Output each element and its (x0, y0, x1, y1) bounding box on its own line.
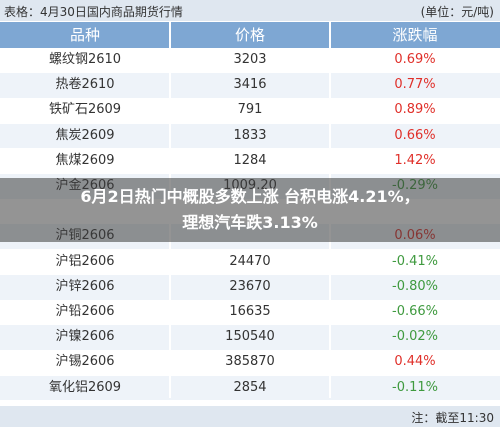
change: 0.89% (394, 102, 436, 118)
change: 0.66% (394, 127, 436, 143)
change: 0.69% (394, 52, 436, 67)
table-row: 沪锌2606 23670 -0.80% (0, 274, 500, 300)
table-row: 沪铅2606 16635 -0.66% (0, 300, 500, 325)
commodity: 沪锡2606 (55, 354, 115, 370)
price: 16635 (229, 304, 271, 319)
commodity: 沪镍2606 (55, 329, 115, 345)
column-header: 品种 (69, 26, 100, 44)
footer-bar: 注：截至11:30 (0, 406, 500, 427)
table-row: 热卷2610 3416 0.77% (0, 73, 500, 98)
title-bar: 表格：4月30日国内商品期货行情 (单位：元/吨) (0, 0, 500, 21)
price: 1284 (233, 152, 267, 168)
headline-band: 6月2日热门中概股多数上涨 台积电涨4.21%，理想汽车跌3.13% (0, 178, 500, 242)
table-row: 沪镍2606 150540 -0.02% (0, 325, 500, 350)
price: 3203 (233, 52, 267, 67)
price: 150540 (225, 329, 275, 345)
commodity: 氧化铝2609 (48, 379, 122, 395)
headline: 6月2日热门中概股多数上涨 台积电涨4.21%，理想汽车跌3.13% (80, 187, 420, 232)
table-row: 沪铝2606 24470 -0.41% (0, 249, 500, 275)
title: 表格：4月30日国内商品期货行情 (4, 5, 183, 19)
price: 1833 (233, 127, 267, 143)
commodity: 沪铅2606 (55, 304, 115, 319)
table-row: 焦炭2609 1833 0.66% (0, 123, 500, 149)
table-row: 沪锡2606 385870 0.44% (0, 350, 500, 376)
table-row: 铁矿石2609 791 0.89% (0, 98, 500, 124)
commodity: 焦煤2609 (55, 152, 115, 168)
change: 1.42% (394, 152, 436, 168)
column-header: 涨跌幅 (392, 26, 438, 44)
commodity: 热卷2610 (55, 77, 115, 93)
table-row: 螺纹钢2610 3203 0.69% (0, 48, 500, 73)
commodity: 螺纹钢2610 (48, 52, 122, 67)
commodity: 沪铝2606 (55, 253, 115, 269)
change: -0.66% (392, 304, 438, 319)
column-header: 价格 (234, 26, 265, 44)
change: -0.80% (392, 278, 438, 294)
commodity: 焦炭2609 (55, 127, 115, 143)
price: 385870 (225, 354, 275, 370)
table-row: 氧化铝2609 2854 -0.11% (0, 375, 500, 401)
change: -0.11% (392, 379, 438, 395)
table-row: 焦煤2609 1284 1.42% (0, 148, 500, 174)
commodity: 铁矿石2609 (48, 102, 122, 118)
price: 23670 (229, 278, 271, 294)
price: 2854 (233, 379, 267, 395)
unit: (单位：元/吨) (420, 5, 494, 19)
change: -0.02% (392, 329, 438, 345)
commodity: 沪锌2606 (55, 278, 115, 294)
change: 0.44% (394, 354, 436, 370)
price: 24470 (229, 253, 271, 269)
table-header: 品种 价格 涨跌幅 (0, 22, 500, 48)
price: 3416 (233, 77, 267, 93)
change: 0.77% (394, 77, 436, 93)
footer-note: 注：截至11:30 (411, 411, 494, 425)
change: -0.41% (392, 253, 438, 269)
price: 791 (237, 102, 263, 118)
